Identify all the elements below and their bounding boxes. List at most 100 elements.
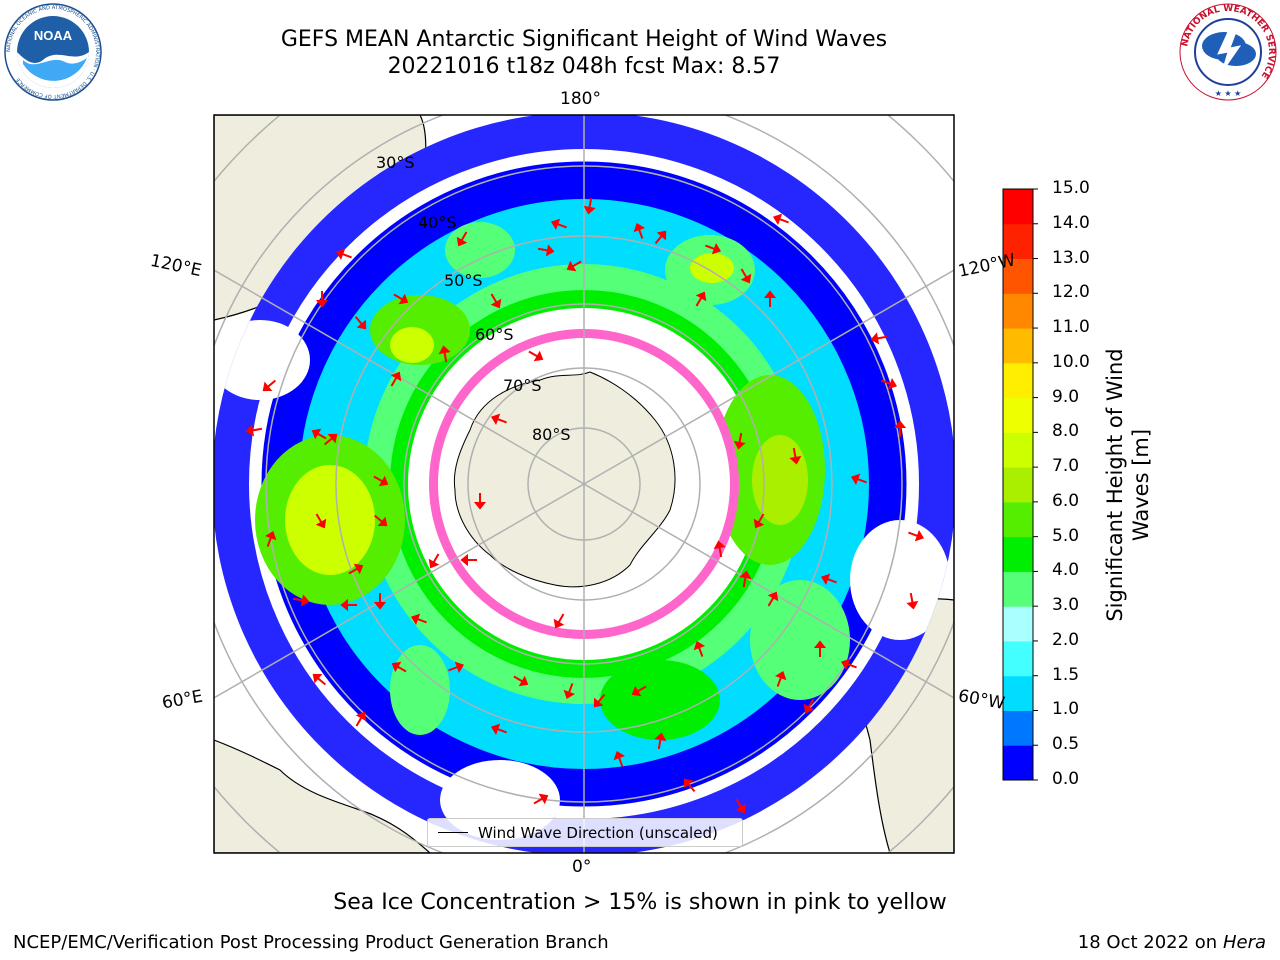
wind-direction-arrow: [354, 315, 367, 330]
wind-direction-arrow: [393, 293, 409, 305]
colorbar-segment: [1003, 640, 1033, 677]
colorbar-segment: [1003, 571, 1033, 607]
legend-line-sample: [438, 832, 468, 833]
wind-direction-arrow: [753, 513, 765, 529]
wind-direction-arrow: [583, 197, 596, 215]
colorbar-tick-label: 15.0: [1052, 178, 1090, 198]
wind-direction-arrow: [528, 350, 544, 362]
wind-direction-arrow: [490, 293, 502, 309]
wind-direction-arrow: [490, 723, 507, 736]
lat-label-40s: 40°S: [418, 213, 457, 232]
noaa-logo: NOAA NATIONAL OCEANIC AND ATMOSPHERIC AD…: [4, 3, 102, 101]
colorbar: [1002, 188, 1038, 781]
wind-direction-arrow: [390, 371, 402, 387]
colorbar-tick-label: 13.0: [1052, 247, 1090, 268]
lat-label-80s: 80°S: [532, 425, 571, 444]
wind-direction-arrow: [683, 778, 696, 793]
wind-direction-arrow: [355, 711, 367, 727]
lat-label-60s: 60°S: [475, 325, 514, 344]
colorbar-tick-label: 6.0: [1052, 490, 1080, 511]
wind-direction-arrow: [533, 793, 549, 805]
wind-direction-arrow: [613, 750, 626, 767]
wind-direction-arrow: [335, 248, 352, 261]
colorbar-tick-label: 9.0: [1052, 386, 1080, 407]
wind-direction-arrow: [315, 291, 329, 308]
colorbar-tick-label: 0.0: [1052, 769, 1080, 789]
colorbar-tick-label: 10.0: [1052, 351, 1090, 372]
wind-direction-arrow: [373, 475, 389, 487]
wind-direction-arrow: [705, 242, 722, 255]
colorbar-tick-label: 0.5: [1052, 734, 1080, 755]
wind-direction-arrow: [563, 683, 576, 700]
colorbar-tick-label: 1.0: [1052, 699, 1080, 720]
colorbar-segment: [1003, 710, 1033, 746]
wind-direction-arrow: [245, 424, 263, 437]
map-frame: [213, 114, 955, 854]
wind-direction-arrow: [813, 640, 827, 657]
wind-direction-arrow: [633, 222, 646, 239]
wind-direction-arrow: [735, 798, 747, 814]
wind-direction-arrow: [311, 428, 327, 440]
colorbar-frame: [1002, 188, 1034, 781]
wind-direction-arrow: [456, 231, 468, 247]
wind-direction-arrow: [789, 447, 802, 465]
wind-direction-arrow: [428, 553, 440, 569]
svg-text:NOAA: NOAA: [34, 28, 73, 43]
wind-direction-arrow: [763, 290, 777, 307]
wind-direction-arrow: [438, 345, 451, 363]
legend-label: Wind Wave Direction (unscaled): [478, 823, 718, 842]
wind-direction-arrow: [550, 218, 567, 231]
colorbar-tick-label: 4.0: [1052, 560, 1080, 581]
chart-title: GEFS MEAN Antarctic Significant Height o…: [280, 27, 888, 52]
wind-direction-arrow: [893, 420, 907, 437]
wind-direction-arrow: [373, 593, 387, 610]
wind-direction-arrow: [774, 670, 787, 687]
colorbar-segment: [1003, 501, 1033, 538]
colorbar-tick-label: 5.0: [1052, 525, 1080, 546]
wind-direction-arrow: [490, 413, 507, 426]
antarctica-land: [453, 371, 676, 588]
wind-direction-arrow: [631, 685, 647, 697]
wind-direction-arrow: [460, 553, 477, 567]
colorbar-tick-label: 1.5: [1052, 664, 1080, 685]
wind-direction-arrow: [740, 268, 752, 284]
wind-direction-arrow: [908, 529, 925, 542]
lat-label-70s: 70°S: [503, 376, 542, 395]
wind-direction-arrow: [850, 473, 867, 486]
wind-direction-arrow: [654, 732, 667, 750]
colorbar-tick-label: 7.0: [1052, 456, 1080, 477]
nws-logo: NATIONAL WEATHER SERVICE ★ ★ ★: [1179, 3, 1277, 101]
wind-direction-arrow: [870, 332, 888, 345]
colorbar-segment: [1003, 467, 1033, 503]
wind-direction-arrow: [881, 377, 898, 390]
colorbar-segment: [1003, 258, 1033, 294]
wind-direction-arrow: [695, 291, 707, 307]
wind-direction-arrow: [323, 433, 338, 446]
wind-direction-arrow: [513, 675, 529, 687]
wind-direction-arrow: [713, 540, 726, 558]
wind-direction-arrow: [262, 379, 277, 392]
map-legend: Wind Wave Direction (unscaled): [427, 818, 743, 847]
footer-date-text: 18 Oct 2022 on: [1077, 932, 1223, 953]
colorbar-tick-label: 2.0: [1052, 629, 1080, 650]
colorbar-tick-label: 14.0: [1052, 212, 1090, 233]
footer-producer: NCEP/EMC/Verification Post Processing Pr…: [13, 932, 609, 953]
wind-direction-arrow: [803, 698, 815, 714]
colorbar-tick-label: 12.0: [1052, 282, 1090, 303]
colorbar-segment: [1003, 745, 1033, 781]
wind-direction-arrow: [537, 244, 555, 257]
wind-direction-arrow: [767, 591, 779, 607]
wind-direction-arrow: [312, 673, 327, 686]
colorbar-label: Significant Height of Wind Waves [m]: [1103, 348, 1153, 622]
chart-subtitle-run: 20221016 t18z 048h fcst Max: 8.57: [387, 54, 781, 79]
wind-direction-arrow: [820, 573, 837, 586]
wind-direction-arrow: [340, 598, 357, 612]
colorbar-segment: [1003, 328, 1033, 364]
wind-direction-arrow: [410, 613, 427, 626]
wind-direction-arrow: [315, 513, 327, 529]
colorbar-segment: [1003, 223, 1033, 260]
colorbar-segment: [1003, 189, 1033, 225]
lat-label-50s: 50°S: [444, 271, 483, 290]
wind-direction-arrow: [840, 658, 857, 671]
